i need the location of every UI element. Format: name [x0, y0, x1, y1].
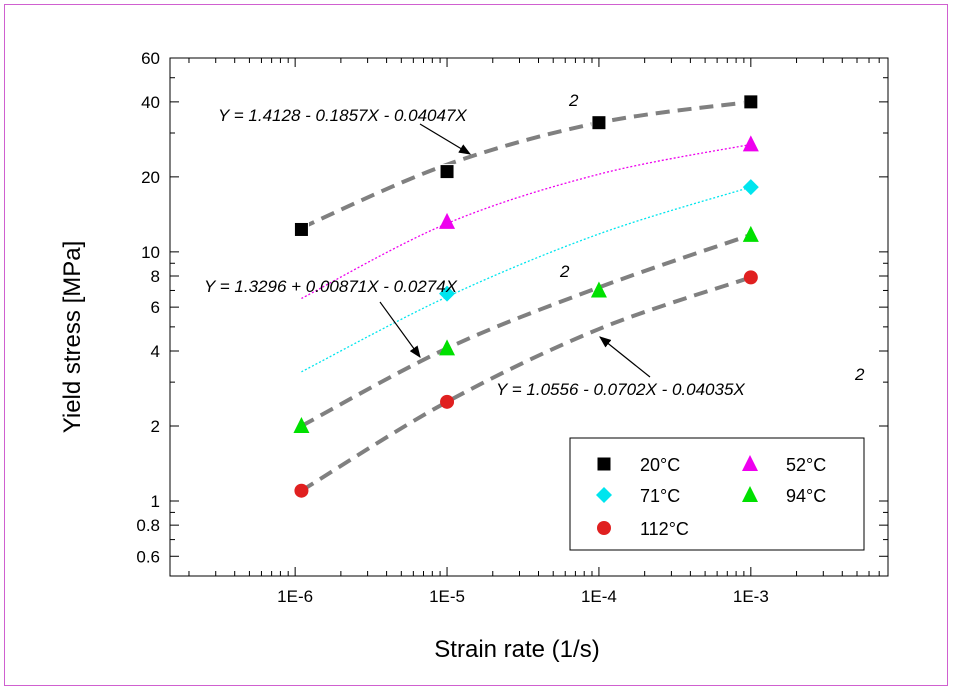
equation-exponent: 2: [559, 262, 570, 281]
data-point: [743, 270, 758, 285]
fit-line: [301, 143, 751, 300]
legend-label: 112°C: [640, 519, 689, 539]
data-point: [596, 456, 612, 472]
data-point: [591, 115, 607, 131]
fit-line: [300, 99, 752, 230]
y-tick-label: 40: [141, 93, 160, 112]
fit-line: [300, 232, 752, 428]
x-tick-label: 1E-4: [581, 587, 617, 606]
fit-lines: [300, 99, 752, 493]
legend-box: [569, 437, 865, 551]
y-axis-title: Yield stress [MPa]: [59, 241, 86, 434]
legend-label: 71°C: [640, 486, 680, 506]
y-tick-label: 1: [151, 492, 160, 511]
equation-arrow: [379, 301, 421, 358]
x-axis-ticks: 1E-6 1E-5 1E-4 1E-3: [188, 58, 880, 606]
equation-annotations: Y = 1.4128 - 0.1857X - 0.04047X 2 Y = 1.32…: [204, 91, 865, 399]
equation-arrow: [599, 336, 651, 378]
data-point: [597, 521, 611, 535]
data-point: [742, 179, 759, 196]
equation-label: Y = 1.0556 - 0.0702X - 0.04035X: [496, 380, 745, 399]
fit-line: [301, 186, 752, 373]
data-point: [293, 221, 309, 237]
data-point: [439, 212, 456, 229]
data-point: [596, 487, 612, 503]
data-point: [439, 164, 455, 180]
data-point: [743, 94, 759, 110]
equation-arrow: [419, 123, 472, 155]
equation-exponent: 2: [854, 365, 865, 384]
y-axis-ticks: 0.6 0.8 1 2 4 6 8 10 20 40 60: [136, 49, 888, 577]
data-point: [294, 483, 309, 498]
data-point: [439, 285, 456, 302]
legend-label: 20°C: [640, 455, 680, 475]
data-point: [439, 339, 456, 356]
fit-line: [300, 275, 752, 493]
x-tick-label: 1E-6: [277, 587, 313, 606]
legend-label: 94°C: [786, 486, 826, 506]
x-tick-label: 1E-5: [429, 587, 465, 606]
data-point: [293, 417, 310, 434]
y-tick-label: 4: [151, 342, 160, 361]
equation-label: Y = 1.4128 - 0.1857X - 0.04047X: [218, 106, 467, 125]
data-point: [742, 135, 759, 152]
legend: 20°C 52°C 71°C 94°C 112°C: [569, 437, 865, 551]
y-tick-label: 8: [151, 267, 160, 286]
y-tick-label: 6: [151, 298, 160, 317]
data-point: [742, 455, 758, 471]
y-tick-label: 2: [151, 417, 160, 436]
x-tick-label: 1E-3: [733, 587, 769, 606]
y-tick-label: 60: [141, 49, 160, 68]
chart-frame: [4, 4, 948, 686]
y-tick-label: 0.8: [136, 516, 160, 535]
legend-label: 52°C: [786, 455, 826, 475]
y-tick-label: 0.6: [136, 547, 160, 566]
data-point: [742, 225, 759, 242]
x-axis-title: Strain rate (1/s): [434, 636, 599, 663]
data-point: [440, 394, 455, 409]
data-point: [742, 486, 758, 502]
y-tick-label: 20: [141, 168, 160, 187]
equation-exponent: 2: [568, 91, 579, 110]
y-tick-label: 10: [141, 243, 160, 262]
equation-label: Y = 1.3296 + 0.00871X - 0.0274X: [204, 277, 458, 296]
data-point: [590, 281, 607, 298]
data-markers: [293, 94, 759, 498]
